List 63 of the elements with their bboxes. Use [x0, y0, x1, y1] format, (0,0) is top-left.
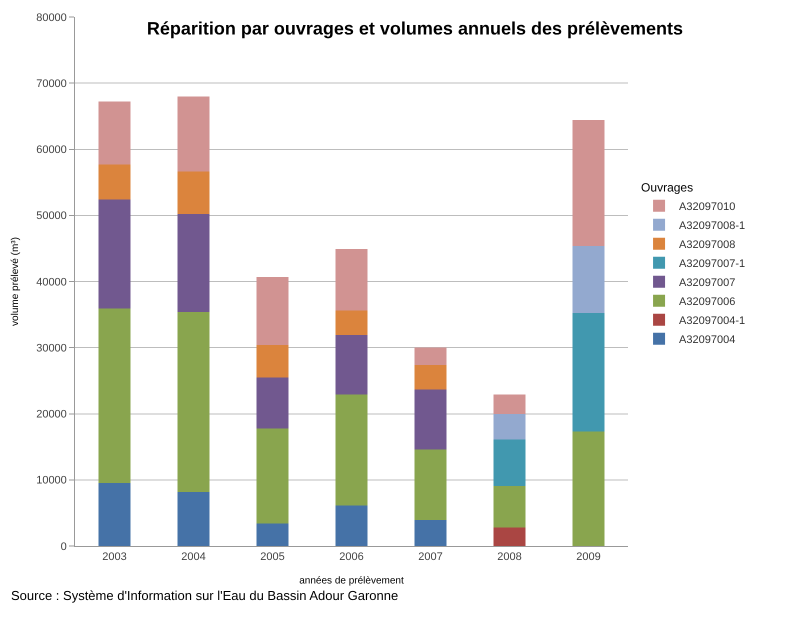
x-axis-title: années de prélèvement	[299, 576, 404, 587]
legend-label: A32097007	[679, 277, 736, 290]
x-tick-label: 2005	[260, 551, 285, 564]
legend-title: Ouvrages	[641, 180, 694, 194]
bar	[336, 506, 368, 546]
bar	[494, 486, 526, 528]
bar	[572, 432, 604, 546]
bar	[98, 483, 130, 546]
bar	[98, 308, 130, 484]
bar	[336, 310, 368, 336]
bar	[572, 120, 604, 246]
bar	[178, 172, 210, 214]
legend-label: A32097007-1	[679, 258, 746, 270]
bar	[256, 377, 288, 428]
x-tick-label: 2007	[418, 551, 443, 564]
y-tick-label: 50000	[36, 210, 67, 222]
y-tick-label: 10000	[36, 474, 67, 487]
bar	[98, 102, 130, 164]
bar	[494, 394, 526, 414]
x-tick-label: 2009	[576, 551, 601, 564]
bar	[414, 348, 446, 365]
bar	[256, 524, 288, 546]
x-tick-label: 2003	[102, 551, 127, 564]
bar	[336, 394, 368, 506]
bar	[178, 214, 210, 312]
x-tick-label: 2008	[497, 551, 522, 564]
bar	[572, 313, 604, 432]
bar	[494, 414, 526, 440]
bar	[256, 344, 288, 378]
bar	[178, 96, 210, 172]
chart-title: Réparition par ouvrages et volumes annuels des prélèvements	[146, 18, 684, 39]
legend-label: A32097008-1	[679, 220, 746, 232]
y-tick-label: 70000	[36, 78, 67, 90]
bar	[98, 200, 130, 309]
y-tick-label: 30000	[36, 342, 67, 354]
x-tick-label: 2004	[181, 551, 206, 564]
y-tick-label: 80000	[36, 12, 67, 24]
bar	[494, 527, 526, 546]
bar	[414, 449, 446, 520]
bar	[98, 164, 130, 200]
x-tick-label: 2006	[339, 551, 364, 564]
legend-label: A32097010	[679, 201, 736, 214]
y-tick-label: 40000	[36, 276, 67, 288]
legend-label: A32097008	[679, 239, 736, 252]
bar	[178, 492, 210, 546]
bar	[336, 249, 368, 311]
bar	[256, 276, 288, 345]
y-axis-title: volume prélevé (m³)	[10, 237, 22, 326]
bar	[414, 389, 446, 450]
bar	[494, 440, 526, 486]
y-tick-label: 60000	[36, 144, 67, 156]
bar	[572, 246, 604, 314]
bar	[414, 520, 446, 546]
bar	[336, 335, 368, 395]
y-tick-label: 20000	[36, 408, 67, 421]
legend-label: A32097006	[679, 296, 736, 308]
y-tick-label: 0	[60, 540, 67, 553]
legend-label: A32097004	[679, 334, 736, 346]
bar	[256, 428, 288, 524]
bar	[414, 364, 446, 390]
bar	[178, 312, 210, 492]
legend-label: A32097004-1	[679, 315, 746, 328]
source-note: Source : Système d'Information sur l'Eau du Bassin Adour Garonne	[11, 588, 398, 603]
